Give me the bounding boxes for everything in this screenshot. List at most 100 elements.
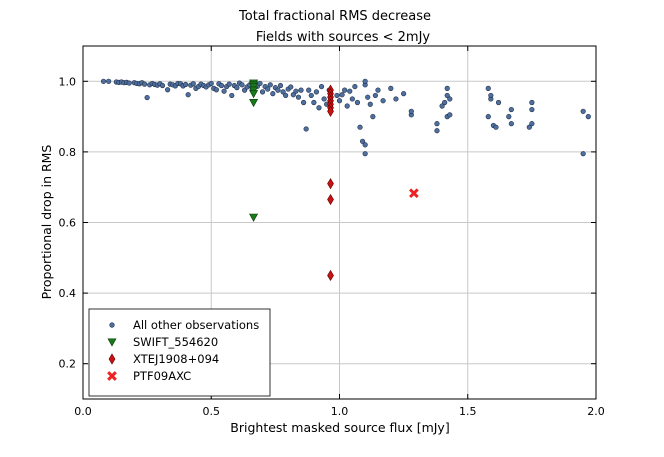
legend-label-xte: XTEJ1908+094 bbox=[133, 352, 219, 366]
y-tick-label: 0.6 bbox=[59, 217, 77, 230]
point-other bbox=[126, 80, 132, 86]
chart-subtitle: Fields with sources < 2mJy bbox=[256, 30, 430, 45]
legend: All other observations SWIFT_554620 XTEJ… bbox=[88, 308, 271, 397]
data-points bbox=[100, 78, 591, 282]
point-other bbox=[293, 88, 299, 94]
point-other bbox=[275, 87, 281, 93]
point-other bbox=[359, 138, 366, 144]
point-other bbox=[344, 103, 350, 109]
point-other bbox=[185, 92, 191, 98]
point-other bbox=[334, 92, 340, 99]
point-other bbox=[529, 99, 535, 106]
point-swift bbox=[249, 98, 259, 108]
point-other bbox=[280, 89, 286, 95]
point-other bbox=[347, 88, 353, 94]
point-other bbox=[506, 113, 512, 120]
legend-box bbox=[88, 308, 271, 397]
point-xte bbox=[327, 178, 334, 190]
point-other bbox=[342, 87, 348, 93]
point-other bbox=[439, 103, 445, 109]
point-other bbox=[367, 101, 373, 107]
point-other bbox=[165, 87, 171, 93]
point-other bbox=[226, 81, 232, 87]
x-tick-label: 0.0 bbox=[74, 405, 92, 418]
point-other bbox=[100, 78, 107, 84]
point-other bbox=[313, 89, 320, 95]
legend-label-swift: SWIFT_554620 bbox=[133, 335, 218, 349]
point-other bbox=[408, 108, 414, 114]
point-other bbox=[290, 92, 296, 98]
point-other bbox=[485, 113, 491, 120]
legend-marker-xte bbox=[108, 353, 116, 365]
point-other bbox=[354, 99, 361, 106]
point-other bbox=[442, 99, 448, 106]
point-other bbox=[401, 91, 407, 97]
point-other bbox=[303, 126, 309, 132]
point-other bbox=[298, 87, 304, 93]
point-other bbox=[229, 92, 235, 99]
point-other bbox=[580, 108, 586, 114]
point-other bbox=[393, 96, 399, 102]
point-other bbox=[444, 92, 450, 99]
point-other bbox=[339, 92, 345, 98]
point-other bbox=[141, 81, 148, 87]
point-other bbox=[190, 81, 196, 87]
point-other bbox=[485, 85, 491, 91]
chart-title: Total fractional RMS decrease bbox=[238, 9, 431, 24]
point-xte bbox=[327, 105, 334, 117]
point-other bbox=[288, 84, 294, 90]
point-other bbox=[321, 96, 327, 102]
point-other bbox=[283, 92, 289, 99]
point-other bbox=[362, 151, 368, 157]
point-other bbox=[508, 121, 514, 127]
point-other bbox=[265, 86, 271, 92]
point-other bbox=[306, 87, 312, 93]
point-other bbox=[144, 94, 150, 101]
point-other bbox=[308, 92, 314, 99]
x-tick-label: 1.0 bbox=[331, 405, 349, 418]
point-other bbox=[208, 80, 214, 87]
x-tick-label: 1.5 bbox=[459, 405, 477, 418]
point-other bbox=[375, 87, 381, 93]
point-other bbox=[362, 78, 368, 84]
point-other bbox=[380, 98, 386, 104]
y-axis-label: Proportional drop in RMS bbox=[39, 145, 54, 300]
y-tick-label: 0.2 bbox=[59, 358, 77, 371]
point-other bbox=[336, 98, 343, 104]
point-other bbox=[295, 94, 302, 100]
point-other bbox=[218, 82, 225, 89]
point-other bbox=[370, 113, 376, 120]
point-other bbox=[493, 124, 499, 130]
point-swift bbox=[249, 213, 259, 222]
point-other bbox=[277, 82, 284, 89]
point-other bbox=[316, 105, 322, 111]
point-other bbox=[372, 92, 379, 99]
point-other bbox=[318, 83, 325, 90]
point-other bbox=[183, 81, 189, 88]
point-other bbox=[311, 99, 317, 106]
point-other bbox=[213, 87, 219, 93]
legend-markers bbox=[107, 322, 117, 381]
point-other bbox=[352, 83, 358, 90]
point-other bbox=[270, 91, 276, 97]
point-other bbox=[388, 85, 394, 91]
point-other bbox=[267, 82, 273, 88]
point-other bbox=[159, 82, 166, 89]
point-other bbox=[444, 85, 450, 91]
legend-label-other: All other observations bbox=[133, 318, 259, 332]
point-other bbox=[434, 128, 440, 134]
y-tick-label: 1.0 bbox=[59, 75, 77, 88]
point-other bbox=[529, 121, 535, 127]
point-other bbox=[106, 78, 112, 84]
point-other bbox=[365, 94, 371, 100]
legend-label-ptf: PTF09AXC bbox=[133, 369, 191, 383]
x-axis-label: Brightest masked source flux [mJy] bbox=[230, 420, 449, 435]
legend-marker-other bbox=[109, 322, 115, 328]
point-other bbox=[300, 99, 307, 106]
y-tick-label: 0.8 bbox=[59, 146, 77, 159]
point-other bbox=[580, 151, 586, 157]
point-other bbox=[447, 112, 453, 118]
point-other bbox=[508, 106, 514, 113]
point-other bbox=[529, 106, 535, 113]
